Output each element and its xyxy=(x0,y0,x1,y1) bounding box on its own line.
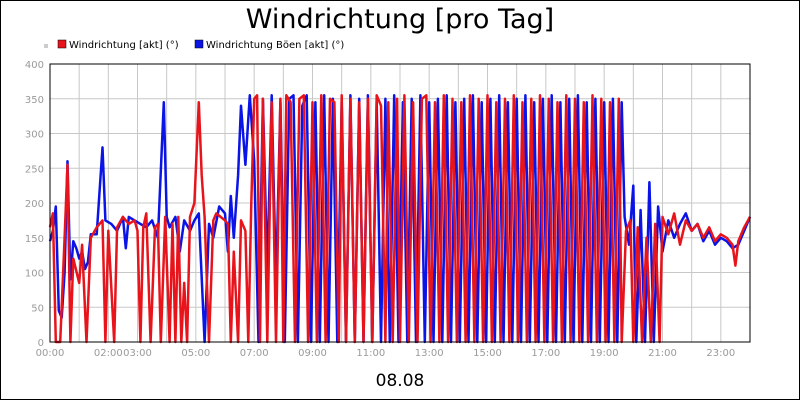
x-tick-label: 15:00 xyxy=(473,348,502,359)
legend: Windrichtung [akt] (°) Windrichtung Böen… xyxy=(44,39,344,51)
y-tick-label: 350 xyxy=(25,95,44,106)
x-tick-label: 07:00 xyxy=(240,348,269,359)
legend-swatch-series-2 xyxy=(194,39,204,49)
y-tick-label: 400 xyxy=(25,60,44,71)
x-axis-ticks: 00:00 02:00 03:00 05:00 07:00 09:00 11:00 13:00… xyxy=(36,348,736,359)
x-tick-label: 11:00 xyxy=(356,348,385,359)
x-tick-label: 02:00 xyxy=(94,348,123,359)
x-tick-label: 19:00 xyxy=(590,348,619,359)
x-tick-label: 17:00 xyxy=(531,348,560,359)
plot-area-border xyxy=(49,63,751,343)
y-tick-label: 100 xyxy=(25,269,44,280)
y-tick-label: 200 xyxy=(25,199,44,210)
y-axis-ticks: 0 50 100 150 200 250 300 350 400 xyxy=(25,60,44,349)
chart-title: Windrichtung [pro Tag] xyxy=(246,4,554,35)
x-tick-label: 13:00 xyxy=(415,348,444,359)
legend-label-series-2: Windrichtung Böen [akt] (°) xyxy=(206,40,344,51)
y-tick-label: 0 xyxy=(38,338,44,349)
x-tick-label: 21:00 xyxy=(648,348,677,359)
legend-label-series-1: Windrichtung [akt] (°) xyxy=(69,40,179,51)
y-tick-label: 250 xyxy=(25,164,44,175)
x-tick-label: 03:00 xyxy=(123,348,152,359)
y-tick-label: 300 xyxy=(25,130,44,141)
y-tick-label: 150 xyxy=(25,234,44,245)
date-label: 08.08 xyxy=(376,371,425,391)
x-tick-label: 23:00 xyxy=(706,348,735,359)
x-tick-label: 09:00 xyxy=(298,348,327,359)
x-tick-label: 00:00 xyxy=(36,348,65,359)
y-tick-label: 50 xyxy=(31,303,44,314)
legend-handle-icon xyxy=(44,44,48,48)
x-tick-label: 05:00 xyxy=(181,348,210,359)
legend-swatch-series-1 xyxy=(57,39,67,49)
